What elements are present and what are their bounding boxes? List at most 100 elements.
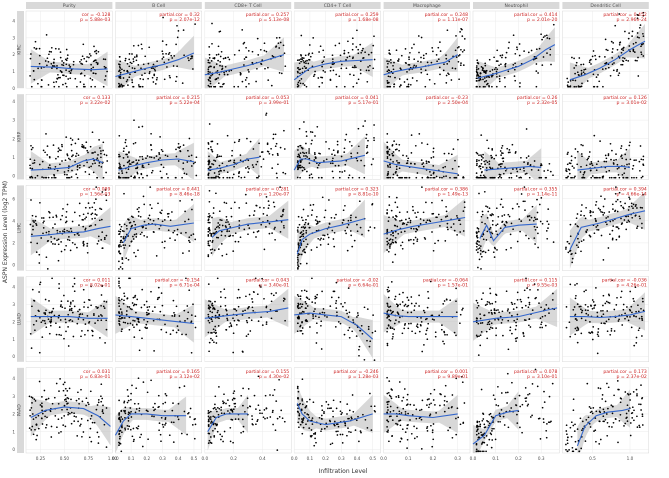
data-point [46, 145, 49, 147]
data-point [323, 216, 326, 219]
data-point [39, 283, 41, 286]
data-point [391, 261, 394, 263]
data-point [635, 41, 637, 44]
data-point [346, 413, 348, 415]
data-point [131, 324, 134, 326]
data-point [162, 426, 165, 428]
data-point [137, 377, 140, 380]
data-point [141, 155, 144, 158]
data-point [282, 300, 285, 302]
data-point [42, 149, 45, 152]
data-point [344, 424, 347, 427]
data-point [390, 61, 392, 64]
data-point [161, 150, 164, 153]
data-point [208, 321, 211, 324]
data-point [145, 300, 148, 303]
data-point [123, 410, 126, 413]
y-tick-label: 4 [12, 376, 15, 381]
data-point [457, 55, 460, 57]
data-point [158, 422, 161, 424]
data-point [386, 66, 389, 68]
data-point [121, 262, 124, 265]
data-point [179, 150, 182, 153]
data-point [631, 168, 634, 170]
data-point [231, 149, 234, 152]
data-point [489, 176, 492, 179]
p-value-label: p = 3.12e-02 [170, 374, 200, 380]
data-point [320, 324, 322, 327]
data-point [527, 296, 530, 299]
data-point [177, 146, 180, 149]
data-point [574, 156, 577, 159]
data-point [395, 49, 398, 52]
data-point [207, 313, 210, 316]
data-point [328, 407, 331, 410]
data-point [335, 302, 337, 305]
data-point [577, 246, 580, 249]
correlation-label: cor = 0.133 [83, 95, 110, 101]
data-point [297, 231, 299, 233]
column-label: CD8+ T Cell [234, 3, 261, 9]
data-point [53, 58, 55, 61]
data-point [90, 85, 93, 88]
data-point [135, 55, 138, 58]
data-point [520, 193, 523, 195]
data-point [181, 333, 183, 336]
data-point [68, 64, 71, 66]
data-point [301, 56, 304, 59]
data-point [332, 399, 335, 402]
data-point [575, 61, 578, 64]
data-point [635, 176, 638, 179]
data-point [602, 313, 605, 316]
data-point [211, 239, 214, 242]
data-point [227, 399, 229, 401]
data-point [83, 301, 86, 304]
data-point [318, 152, 320, 155]
data-point [296, 256, 299, 259]
data-point [232, 173, 235, 176]
data-point [317, 221, 319, 223]
data-point [49, 167, 52, 169]
data-point [405, 176, 407, 179]
data-point [102, 176, 105, 179]
data-point [296, 229, 299, 231]
data-point [452, 148, 455, 150]
data-point [445, 205, 447, 208]
data-point [361, 233, 363, 236]
data-point [304, 67, 307, 70]
data-point [274, 145, 277, 148]
data-point [208, 53, 211, 56]
data-point [162, 16, 164, 19]
data-point [432, 172, 435, 175]
data-point [386, 240, 389, 243]
data-point [595, 169, 598, 172]
data-point [316, 293, 319, 296]
data-point [225, 329, 228, 331]
data-point [426, 338, 429, 341]
data-point [208, 200, 211, 203]
data-point [642, 300, 644, 303]
row-label: LUAD [17, 313, 23, 326]
data-point [126, 79, 129, 81]
data-point [69, 249, 72, 252]
data-point [207, 163, 210, 166]
data-point [536, 226, 539, 229]
data-point [616, 296, 618, 299]
data-point [442, 166, 445, 169]
data-point [394, 217, 396, 220]
data-point [263, 409, 266, 411]
data-point [620, 147, 622, 150]
data-point [101, 315, 103, 317]
data-point [638, 215, 641, 218]
data-point [86, 251, 89, 254]
data-point [322, 308, 325, 310]
data-point [301, 418, 303, 420]
data-point [268, 204, 270, 207]
data-point [62, 389, 65, 392]
data-point [118, 277, 120, 280]
data-point [223, 71, 225, 74]
data-point [446, 29, 449, 32]
data-point [496, 223, 499, 226]
data-point [613, 308, 616, 311]
data-point [122, 302, 125, 305]
